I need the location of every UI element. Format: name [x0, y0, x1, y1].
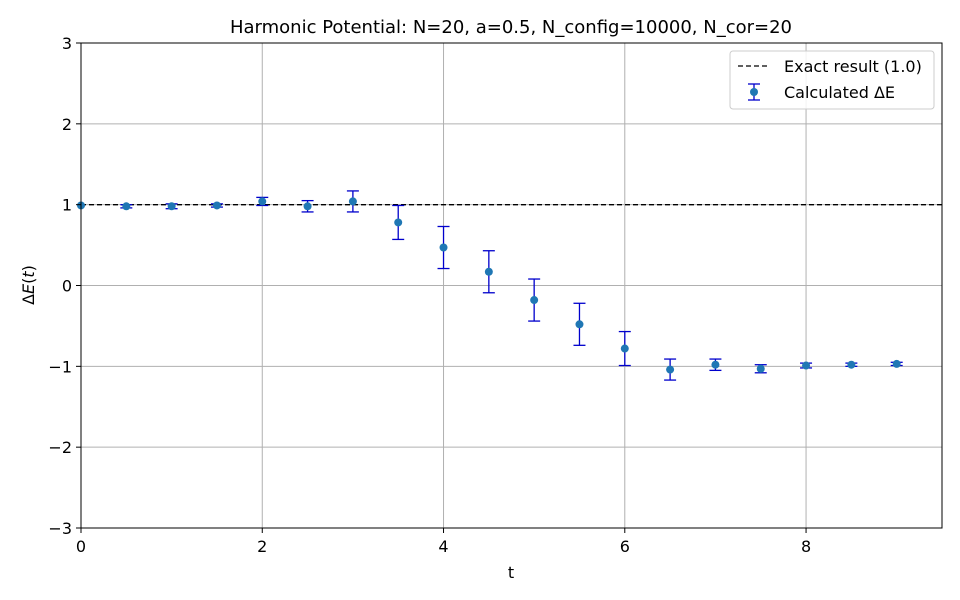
x-tick-label: 4	[438, 537, 448, 556]
data-point	[666, 365, 675, 374]
data-point	[711, 360, 720, 369]
x-tick-label: 2	[257, 537, 267, 556]
y-axis-ticks: −3 −2 −1 0 1 2 3	[48, 34, 81, 538]
data-points	[77, 197, 901, 374]
x-tick-label: 8	[801, 537, 811, 556]
y-axis-label: ΔE(t)	[19, 265, 38, 305]
y-tick-label: 1	[62, 196, 72, 215]
y-label-paren-open: (	[19, 278, 38, 284]
data-point	[620, 344, 629, 353]
data-point	[756, 364, 765, 373]
x-axis-ticks: 0 2 4 6 8	[76, 528, 811, 556]
y-tick-label: −1	[48, 357, 72, 376]
y-tick-label: −3	[48, 519, 72, 538]
y-tick-label: 2	[62, 115, 72, 134]
data-point	[303, 202, 312, 211]
legend-box	[729, 50, 935, 110]
data-point	[167, 202, 176, 211]
data-point	[258, 197, 267, 206]
y-label-paren-close: )	[19, 265, 38, 271]
legend: Exact result (1.0) Calculated ΔE	[729, 50, 935, 110]
y-label-symbol: E	[19, 283, 38, 294]
data-point	[847, 360, 856, 369]
legend-calculated-marker-icon	[748, 83, 760, 101]
data-point	[892, 359, 901, 368]
x-axis-label: t	[508, 563, 514, 582]
y-tick-label: −2	[48, 438, 72, 457]
y-label-var: t	[19, 271, 38, 278]
data-point	[212, 201, 221, 210]
data-point	[122, 202, 131, 211]
y-tick-label: 0	[62, 277, 72, 296]
data-point	[394, 218, 403, 227]
data-point	[484, 267, 493, 276]
x-tick-label: 0	[76, 537, 86, 556]
y-tick-label: 3	[62, 34, 72, 53]
data-point	[348, 197, 357, 206]
grid	[80, 42, 942, 529]
data-point	[802, 361, 811, 370]
y-label-main: Δ	[19, 294, 38, 305]
legend-exact-label: Exact result (1.0)	[784, 57, 922, 76]
legend-calculated-label: Calculated ΔE	[784, 83, 895, 102]
x-tick-label: 6	[620, 537, 630, 556]
data-point	[530, 296, 539, 305]
data-point	[575, 320, 584, 329]
data-point	[439, 243, 448, 252]
chart-title: Harmonic Potential: N=20, a=0.5, N_confi…	[230, 17, 792, 38]
